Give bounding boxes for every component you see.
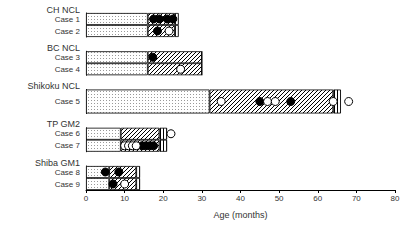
svg-text:Case 1: Case 1: [55, 15, 81, 24]
svg-text:TP GM2: TP GM2: [47, 119, 80, 129]
svg-text:CH NCL: CH NCL: [46, 5, 80, 15]
svg-text:80: 80: [391, 194, 400, 203]
svg-text:20: 20: [159, 194, 168, 203]
svg-text:Case 5: Case 5: [55, 97, 81, 106]
svg-text:Case 4: Case 4: [55, 65, 81, 74]
svg-text:Case 6: Case 6: [55, 129, 81, 138]
svg-text:30: 30: [197, 194, 206, 203]
svg-text:Case 3: Case 3: [55, 53, 81, 62]
svg-text:Case 9: Case 9: [55, 180, 81, 189]
svg-text:Shikoku NCL: Shikoku NCL: [27, 81, 80, 91]
svg-text:10: 10: [120, 194, 129, 203]
svg-text:70: 70: [352, 194, 361, 203]
svg-text:50: 50: [275, 194, 284, 203]
svg-text:Shiba GM1: Shiba GM1: [35, 158, 80, 168]
svg-text:60: 60: [313, 194, 322, 203]
svg-text:BC NCL: BC NCL: [47, 43, 80, 53]
svg-text:Age (months): Age (months): [213, 210, 267, 220]
svg-text:0: 0: [84, 194, 89, 203]
svg-text:Case 2: Case 2: [55, 27, 81, 36]
svg-text:40: 40: [236, 194, 245, 203]
svg-text:Case 8: Case 8: [55, 168, 81, 177]
svg-text:Case 7: Case 7: [55, 141, 81, 150]
